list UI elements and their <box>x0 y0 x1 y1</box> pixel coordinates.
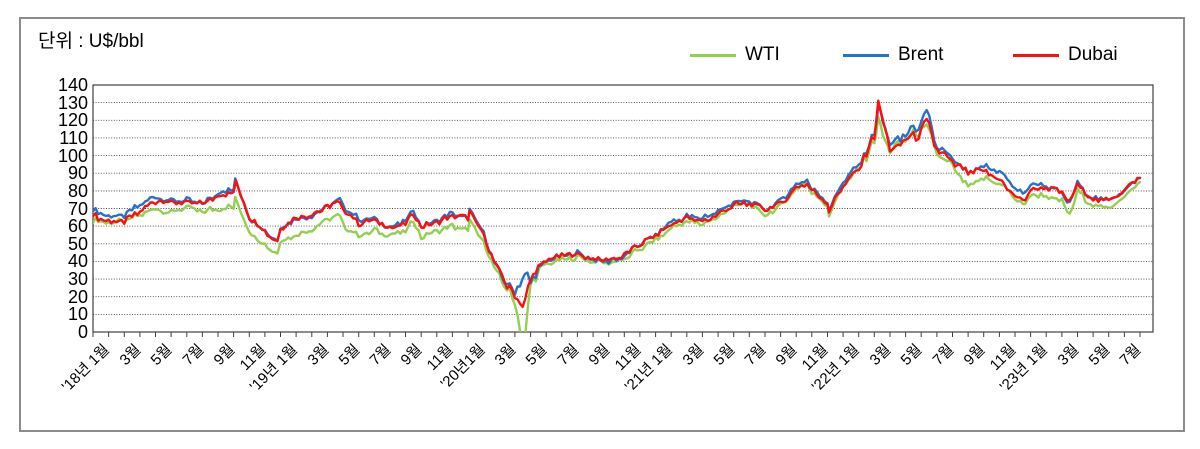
unit-label: 단위 : U$/bbl <box>38 31 144 52</box>
legend-label-dubai: Dubai <box>1068 44 1118 65</box>
y-axis-tick-label: 90 <box>67 163 88 184</box>
legend-item-wti: WTI <box>690 44 780 66</box>
y-axis-tick-label: 140 <box>57 75 88 95</box>
y-axis-tick-label: 50 <box>67 233 88 254</box>
wti-line-swatch-icon <box>690 53 736 57</box>
series-line-brent <box>93 105 1142 296</box>
y-axis-tick-label: 20 <box>67 286 88 307</box>
legend-item-dubai: Dubai <box>1013 44 1118 66</box>
y-axis-tick-label: 130 <box>57 92 88 113</box>
y-axis-tick-label: 0 <box>77 322 88 342</box>
y-axis-tick-label: 110 <box>59 127 88 148</box>
series-line-dubai <box>93 99 1142 308</box>
legend-item-brent: Brent <box>843 44 943 66</box>
series-line-wti <box>93 115 1142 332</box>
legend-label-brent: Brent <box>898 44 944 65</box>
y-axis-tick-label: 30 <box>67 269 88 290</box>
legend-label-wti: WTI <box>745 44 780 65</box>
y-axis-tick-label: 80 <box>67 180 88 201</box>
brent-line-swatch-icon <box>843 53 889 57</box>
dubai-line-swatch-icon <box>1013 53 1059 57</box>
plot-border <box>92 84 1154 333</box>
chart-outer-border <box>19 17 1185 432</box>
y-axis-tick-label: 100 <box>57 145 88 166</box>
y-axis-tick-label: 40 <box>67 251 88 272</box>
y-axis-tick-label: 120 <box>57 110 88 131</box>
y-axis-tick-label: 70 <box>67 198 88 219</box>
y-axis-tick-label: 60 <box>67 216 88 237</box>
y-axis-tick-label: 10 <box>67 304 88 325</box>
